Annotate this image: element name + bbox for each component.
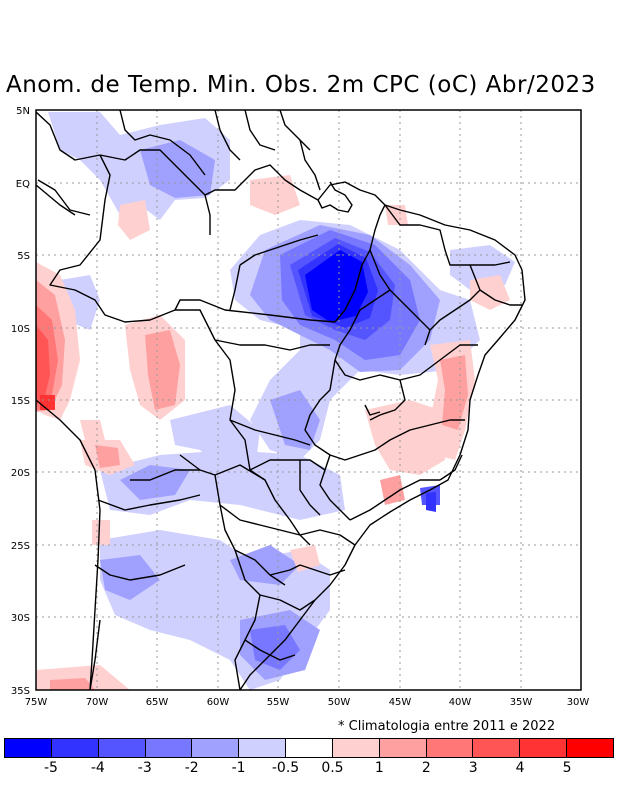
coastline	[239, 181, 526, 690]
colorbar-box	[567, 739, 613, 757]
colorbar-tick-label: -5	[43, 760, 58, 776]
colorbar-tick-label: -4	[90, 760, 105, 776]
grid-lines	[36, 110, 581, 690]
lon-label: 60W	[207, 697, 230, 708]
anomaly-field	[36, 112, 515, 690]
lat-label: 10S	[11, 324, 30, 335]
lon-label: 70W	[86, 697, 109, 708]
lat-label: 35S	[11, 686, 30, 697]
map-title: Anom. de Temp. Min. Obs. 2m CPC (oC) Abr…	[6, 72, 596, 98]
lat-label: 25S	[11, 541, 30, 552]
lat-label: 5N	[16, 106, 30, 117]
colorbar-tick-label: 1	[374, 760, 384, 776]
lat-label: 5S	[17, 251, 30, 262]
lon-label: 40W	[449, 697, 472, 708]
colorbar-box	[51, 739, 99, 757]
colorbar-box	[192, 739, 240, 757]
cold-core-para	[305, 250, 368, 322]
colorbar-tick-label: -3	[137, 760, 152, 776]
colorbar-box	[473, 739, 521, 757]
colorbar-box	[426, 739, 474, 757]
colorbar	[4, 738, 614, 758]
colorbar-box	[145, 739, 193, 757]
colorbar-box	[98, 739, 146, 757]
colorbar-tick-label: -0.5	[271, 760, 300, 776]
colorbar-box	[239, 739, 287, 757]
lon-label: 50W	[328, 697, 351, 708]
political-boundaries	[36, 110, 526, 690]
lon-label: 30W	[567, 697, 590, 708]
colorbar-box	[520, 739, 568, 757]
plot-frame	[35, 109, 582, 691]
colorbar-tick-label: -2	[184, 760, 199, 776]
climatology-note: * Climatologia entre 2011 e 2022	[338, 719, 556, 734]
lat-label: EQ	[16, 179, 30, 190]
colorbar-box	[332, 739, 380, 757]
colorbar-tick-label: 2	[421, 760, 431, 776]
lat-label: 20S	[11, 468, 30, 479]
lon-label: 35W	[510, 697, 533, 708]
colorbar-box	[5, 739, 52, 757]
lon-label: 65W	[146, 697, 169, 708]
lon-label: 55W	[267, 697, 290, 708]
colorbar-tick-label: -1	[231, 760, 246, 776]
lon-label: 45W	[389, 697, 412, 708]
lat-label: 30S	[11, 613, 30, 624]
colorbar-tick-label: 5	[562, 760, 572, 776]
lon-label: 75W	[25, 697, 48, 708]
colorbar-tick-label: 0.5	[321, 760, 344, 776]
colorbar-box	[379, 739, 427, 757]
colorbar-box	[286, 739, 333, 757]
colorbar-tick-label: 3	[468, 760, 478, 776]
colorbar-tick-label: 4	[515, 760, 525, 776]
lat-label: 15S	[11, 396, 30, 407]
